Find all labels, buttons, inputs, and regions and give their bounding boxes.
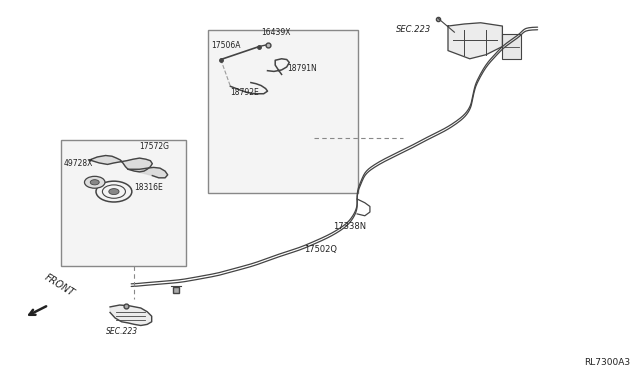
Bar: [61, 140, 186, 266]
Text: 17506A: 17506A: [211, 41, 241, 50]
Text: 17502Q: 17502Q: [304, 245, 337, 254]
Text: 17338N: 17338N: [333, 222, 366, 231]
Text: 16439X: 16439X: [261, 28, 291, 37]
Text: 18316E: 18316E: [134, 183, 163, 192]
Polygon shape: [448, 23, 502, 59]
Bar: [208, 30, 358, 193]
Text: 49728X: 49728X: [64, 158, 93, 167]
Text: RL7300A3: RL7300A3: [584, 358, 630, 367]
Polygon shape: [128, 167, 168, 178]
Circle shape: [90, 180, 99, 185]
Polygon shape: [90, 155, 152, 172]
Text: 17572G: 17572G: [140, 142, 170, 151]
Circle shape: [84, 176, 105, 188]
Text: 18791N: 18791N: [287, 64, 316, 73]
Circle shape: [109, 189, 119, 195]
Text: FRONT: FRONT: [42, 273, 76, 299]
Bar: [502, 34, 522, 59]
Polygon shape: [110, 305, 152, 326]
Text: SEC.223: SEC.223: [396, 25, 431, 34]
Text: 18792E: 18792E: [230, 88, 259, 97]
Text: SEC.223: SEC.223: [106, 327, 138, 336]
